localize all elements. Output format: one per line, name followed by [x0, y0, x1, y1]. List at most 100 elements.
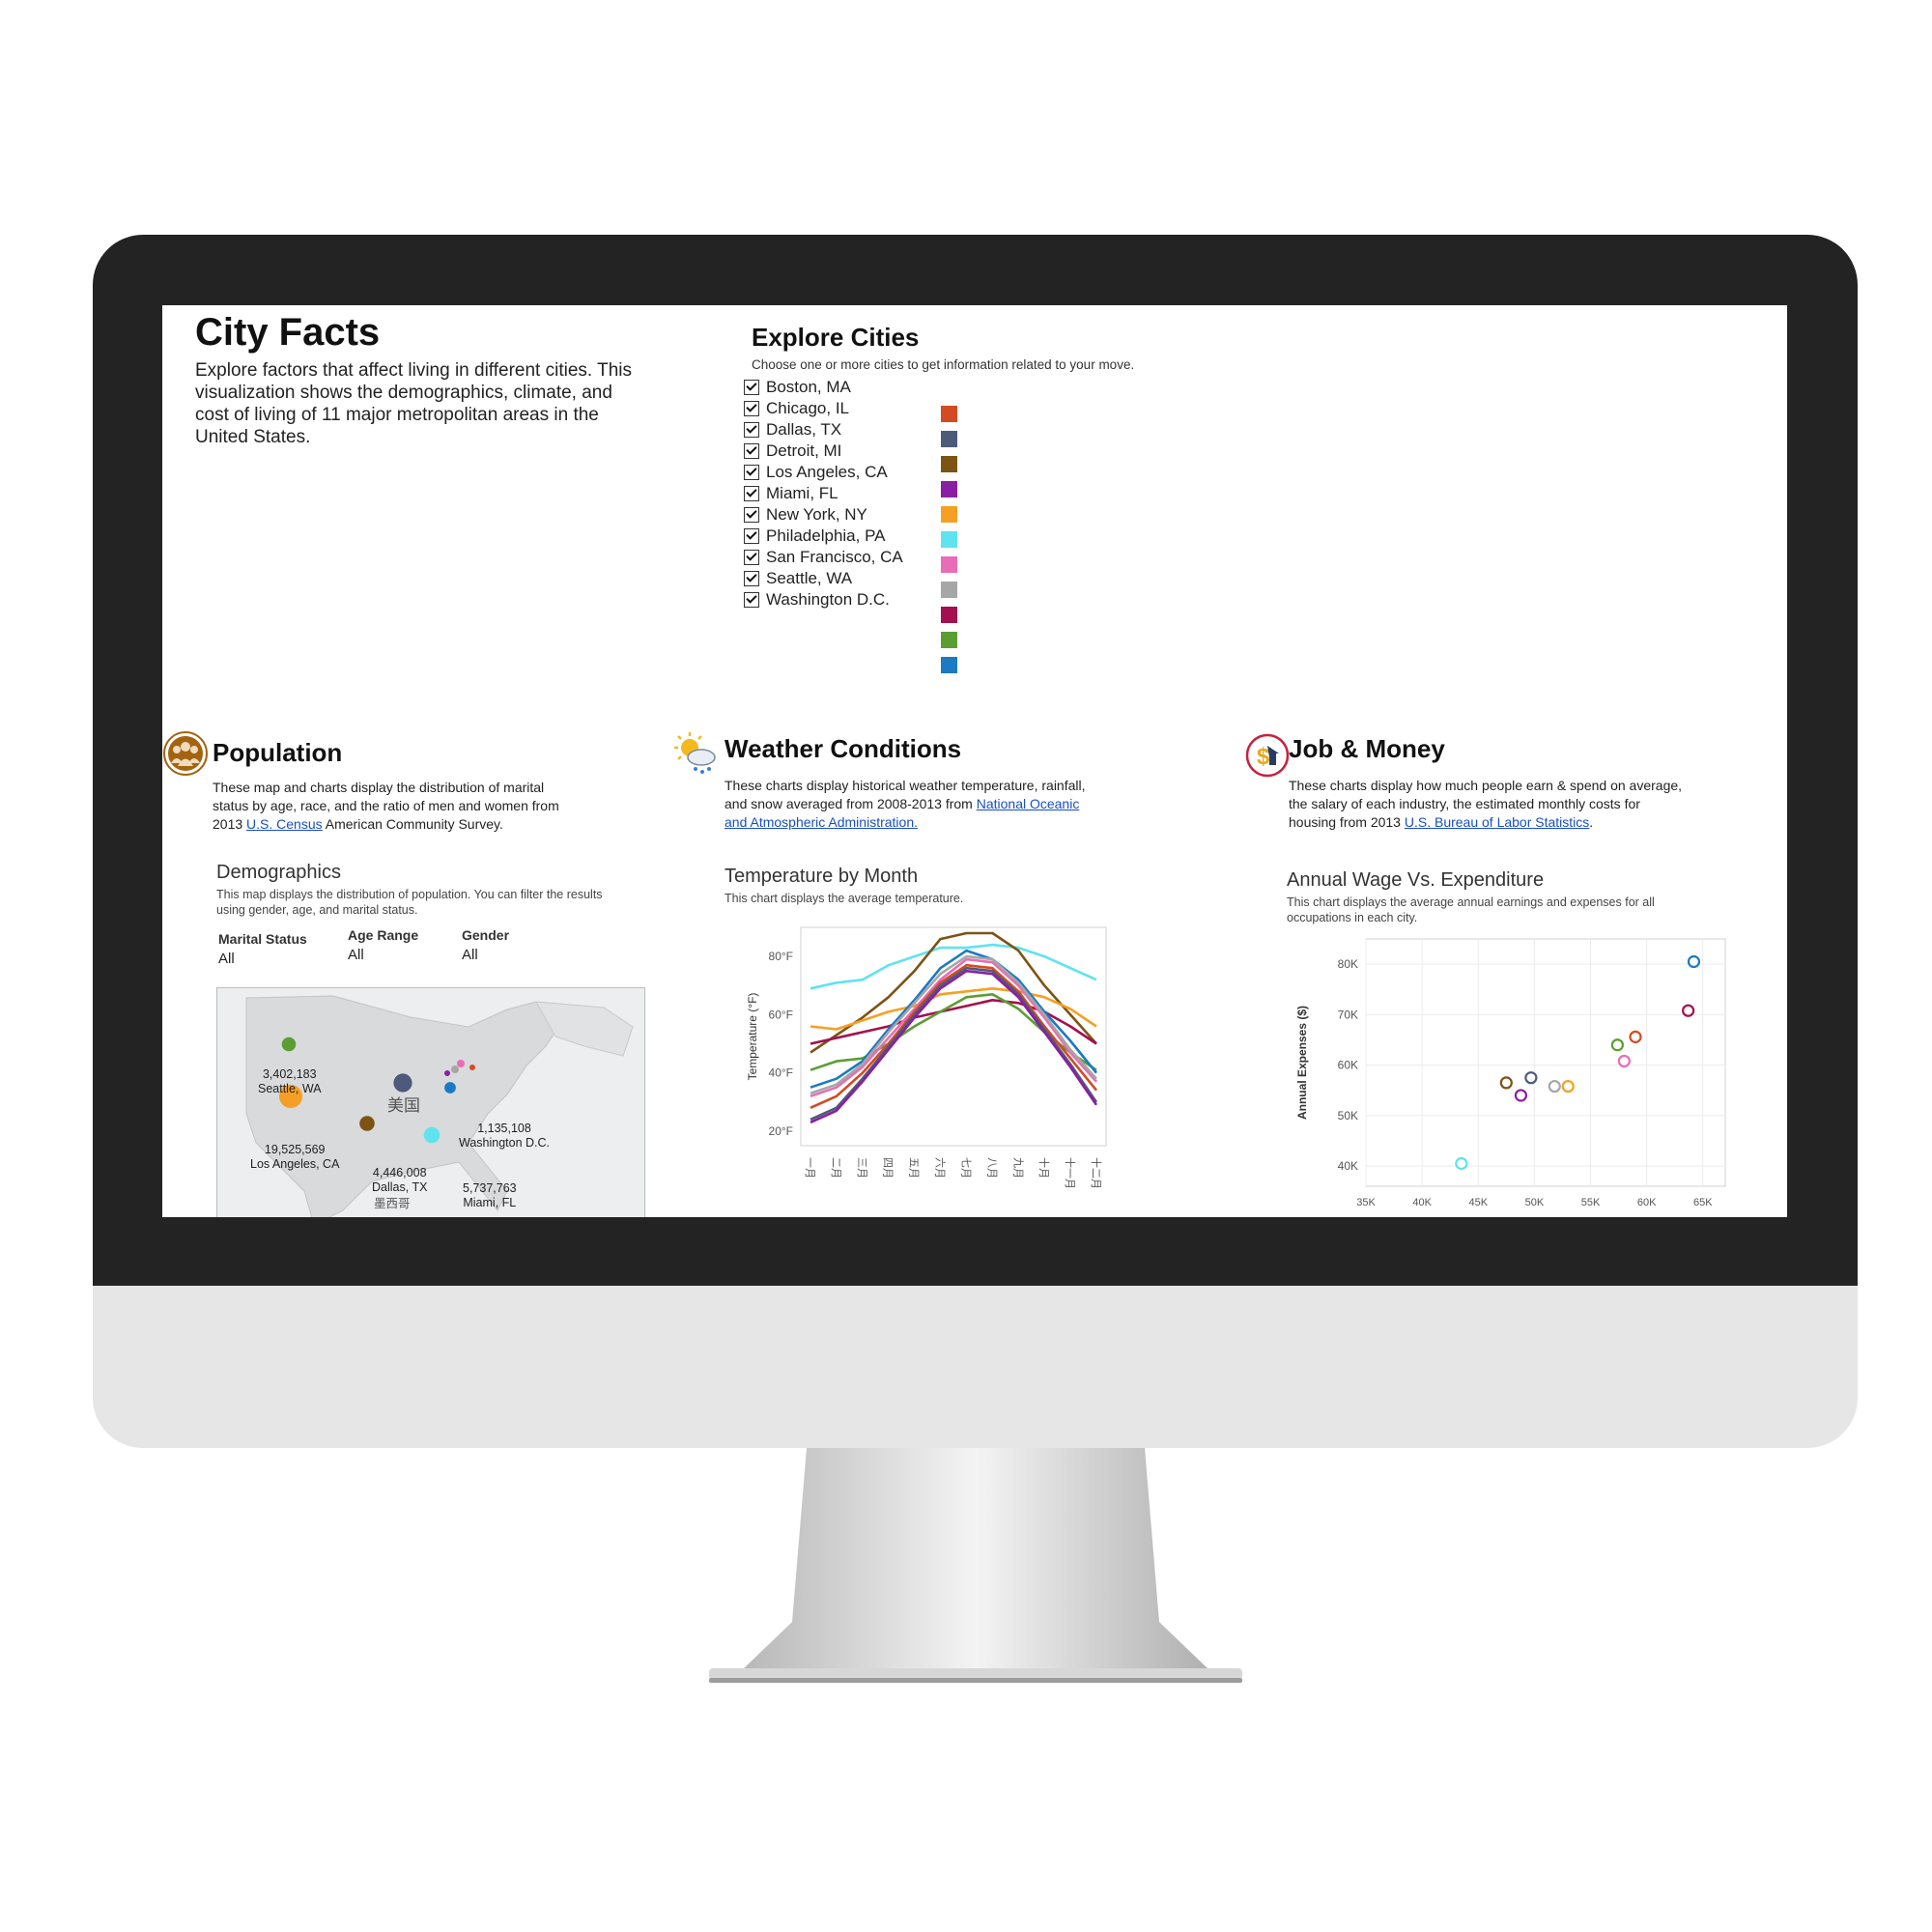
y-tick-label: 80K — [1338, 957, 1358, 971]
checkbox[interactable] — [744, 401, 759, 416]
map-label-la: 19,525,569 Los Angeles, CA — [250, 1143, 339, 1172]
temperature-line-chart[interactable]: 20°F 40°F 60°F 80°F Temperature (°F) 一月 二月 三月 四月… — [718, 906, 1133, 1217]
city-label: Boston, MA — [766, 378, 851, 396]
filter-value: All — [462, 947, 478, 963]
city-color-swatch — [941, 456, 957, 472]
weather-title: Weather Conditions — [724, 734, 962, 763]
checkbox[interactable] — [744, 571, 759, 586]
job-desc-text: These charts display how much people ear… — [1289, 778, 1683, 830]
checkbox[interactable] — [744, 486, 759, 501]
scatter-point — [1548, 1079, 1561, 1094]
screen: City Facts Explore factors that affect l… — [162, 305, 1787, 1217]
checkbox[interactable] — [744, 550, 759, 565]
city-label: San Francisco, CA — [766, 548, 903, 566]
temp-chart-desc: This chart displays the average temperat… — [724, 892, 964, 905]
city-checkbox-row[interactable]: Chicago, IL — [744, 398, 903, 419]
y-tick-label: 40K — [1338, 1159, 1358, 1173]
x-tick-label: 八月 — [985, 1157, 997, 1179]
filter-marital-status[interactable]: Marital Status All — [218, 931, 307, 967]
y-tick-label: 40°F — [769, 1066, 793, 1080]
dallas-name: Dallas, TX — [372, 1180, 428, 1194]
map-point-chicago — [393, 1073, 412, 1093]
checkbox[interactable] — [744, 465, 759, 480]
scatter-point — [1610, 1038, 1624, 1052]
scatter-point — [1524, 1071, 1538, 1085]
city-checkbox-row[interactable]: Philadelphia, PA — [744, 526, 903, 547]
checkbox[interactable] — [744, 443, 759, 459]
scatter-point — [1629, 1030, 1642, 1043]
city-checkbox-row[interactable]: Detroit, MI — [744, 440, 903, 462]
city-color-swatch — [941, 431, 957, 447]
census-link[interactable]: U.S. Census — [246, 816, 323, 832]
canada-landmass — [535, 1001, 634, 1057]
seattle-name: Seattle, WA — [258, 1082, 322, 1095]
checkbox[interactable] — [744, 507, 759, 523]
population-desc-text: These map and charts display the distrib… — [213, 780, 559, 832]
job-desc-tail: . — [1589, 814, 1594, 830]
y-tick-label: 60°F — [769, 1008, 793, 1021]
temp-chart-title: Temperature by Month — [724, 866, 919, 887]
checkbox[interactable] — [744, 380, 759, 395]
x-tick-label: 四月 — [882, 1157, 894, 1179]
temperature-series-line — [810, 999, 1097, 1045]
x-tick-label: 一月 — [804, 1157, 815, 1179]
city-color-swatch — [941, 657, 957, 673]
weather-icon — [674, 732, 716, 774]
city-label: Seattle, WA — [766, 569, 853, 587]
y-tick-label: 70K — [1338, 1008, 1358, 1021]
x-tick-label: 十二月 — [1090, 1157, 1103, 1189]
filter-label: Marital Status — [218, 931, 307, 947]
wage-expenditure-scatter[interactable]: 40K 50K 60K 70K 80K 35K 40K 45K 50K 55K 60K 65K Annu… — [1283, 929, 1747, 1217]
city-checkbox-row[interactable]: San Francisco, CA — [744, 547, 903, 568]
city-checkbox-row[interactable]: Dallas, TX — [744, 419, 903, 440]
city-color-swatch — [941, 556, 957, 573]
city-label: Washington D.C. — [766, 590, 890, 609]
city-label: Dallas, TX — [766, 420, 842, 439]
x-tick-label: 三月 — [856, 1157, 867, 1179]
temperature-series-line — [810, 957, 1097, 1098]
filter-age-range[interactable]: Age Range All — [348, 927, 418, 963]
city-checkbox-row[interactable]: Boston, MA — [744, 377, 903, 398]
checkbox[interactable] — [744, 592, 759, 608]
x-tick-label: 55K — [1581, 1197, 1601, 1208]
x-tick-label: 五月 — [908, 1157, 920, 1179]
map-points — [279, 1037, 475, 1144]
map-label-miami: 5,737,763 Miami, FL — [463, 1181, 517, 1210]
city-label: New York, NY — [766, 505, 867, 524]
population-map[interactable]: 3,402,183 Seattle, WA 19,525,569 Los Angel… — [216, 987, 645, 1217]
city-checkbox-row[interactable]: Seattle, WA — [744, 568, 903, 589]
checkbox[interactable] — [744, 528, 759, 544]
map-label-mexico: 墨西哥 — [374, 1197, 411, 1210]
map-point-new-york — [457, 1060, 465, 1067]
map-label-seattle: 3,402,183 Seattle, WA — [258, 1067, 322, 1096]
la-name: Los Angeles, CA — [250, 1157, 340, 1171]
noaa-link[interactable]: National Oceanic and Atmospheric Adminis… — [724, 796, 1080, 830]
x-tick-label: 35K — [1356, 1197, 1376, 1208]
city-color-swatch — [941, 506, 957, 523]
checkbox[interactable] — [744, 422, 759, 438]
map-point-dallas — [359, 1116, 375, 1131]
filter-label: Gender — [462, 927, 510, 943]
map-point-washington — [444, 1082, 456, 1094]
svg-text:$: $ — [1257, 744, 1270, 770]
city-checkbox-row[interactable]: Miami, FL — [744, 483, 903, 504]
city-color-swatch — [941, 406, 957, 422]
temperature-series-line — [810, 931, 1097, 1054]
wage-chart-title: Annual Wage Vs. Expenditure — [1287, 869, 1545, 891]
x-tick-label: 七月 — [959, 1157, 972, 1179]
weather-icon-wrap — [672, 730, 719, 781]
miami-population: 5,737,763 — [463, 1181, 517, 1195]
city-checkbox-row[interactable]: New York, NY — [744, 504, 903, 526]
bls-link[interactable]: U.S. Bureau of Labor Statistics — [1404, 814, 1590, 830]
x-tick-label: 十月 — [1037, 1157, 1051, 1179]
scatter-point — [1687, 954, 1701, 969]
population-title: Population — [213, 738, 343, 767]
map-point-boston — [469, 1065, 475, 1070]
city-checkbox-row[interactable]: Washington D.C. — [744, 589, 903, 611]
map-canvas — [245, 995, 634, 1217]
plot-area — [1365, 938, 1726, 1187]
city-color-swatch — [941, 531, 957, 548]
miami-name: Miami, FL — [463, 1196, 517, 1209]
city-checkbox-row[interactable]: Los Angeles, CA — [744, 462, 903, 483]
filter-gender[interactable]: Gender All — [462, 927, 509, 963]
